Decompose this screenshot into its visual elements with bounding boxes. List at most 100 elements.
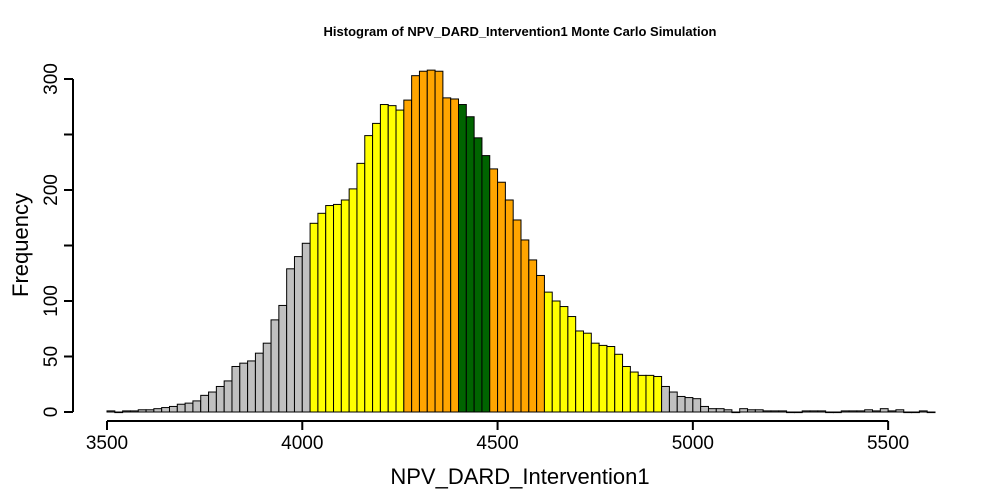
histogram-bar [286, 268, 295, 413]
histogram-bar [106, 410, 116, 413]
histogram-bar [864, 409, 874, 413]
histogram-bar [668, 391, 678, 413]
x-axis: 3500 4000 4500 5000 5500 [86, 420, 909, 454]
histogram-bar [801, 410, 811, 413]
histogram-bar [770, 410, 780, 413]
histogram-bar [184, 402, 194, 413]
bars-group [106, 69, 936, 414]
histogram-bar [918, 410, 928, 413]
histogram-bar [551, 300, 561, 413]
y-tick-label: 0 [41, 407, 62, 418]
histogram-bar [629, 371, 639, 413]
histogram-bar [317, 212, 327, 413]
histogram-bar [567, 316, 577, 413]
y-tick-label: 300 [41, 63, 62, 95]
histogram-bar [840, 410, 850, 413]
histogram-bar [348, 188, 358, 413]
histogram-bar [481, 155, 491, 413]
histogram-bar [911, 411, 920, 414]
histogram-bar [747, 409, 756, 413]
histogram-bar [489, 168, 499, 413]
histogram-bar [176, 403, 186, 413]
histogram-bar [856, 410, 866, 413]
histogram-bar [497, 181, 506, 413]
histogram-bar [598, 344, 608, 413]
histogram-bar [239, 362, 249, 413]
chart-title: Histogram of NPV_DARD_Intervention1 Mont… [324, 24, 717, 39]
histogram-bar [270, 319, 280, 413]
histogram-bar [145, 409, 155, 413]
histogram-bar [122, 410, 131, 413]
histogram-bar [333, 203, 342, 413]
histogram-bar [293, 256, 303, 413]
histogram-bar [192, 400, 202, 413]
histogram-bar [622, 365, 631, 413]
x-tick-label: 4500 [476, 433, 518, 454]
y-tick-label: 100 [41, 285, 62, 317]
histogram-bar [637, 374, 647, 413]
histogram-bar [559, 306, 569, 413]
y-axis-label: Frequency [8, 193, 33, 297]
histogram-bar [582, 332, 592, 413]
histogram-bar [395, 109, 405, 413]
histogram-bar [372, 122, 381, 413]
histogram-bar [512, 219, 522, 413]
histogram-bar [832, 411, 842, 414]
histogram-bar [137, 409, 147, 413]
histogram-bar [247, 360, 256, 413]
histogram-bar [379, 104, 389, 413]
histogram-bar [825, 411, 834, 414]
histogram-bar [262, 342, 272, 413]
histogram-bar [434, 70, 444, 413]
histogram-bar [254, 352, 264, 413]
histogram-bar [442, 97, 452, 413]
histogram-bar [895, 409, 905, 413]
histogram-bar [231, 365, 241, 413]
histogram-bar [887, 410, 897, 413]
histogram-bar [731, 411, 741, 414]
histogram-bar [340, 199, 350, 413]
histogram-bar [215, 385, 225, 413]
histogram-bar [301, 242, 311, 413]
histogram-bar [153, 408, 163, 413]
histogram-bar [778, 410, 788, 413]
y-axis: 0 50 100 200 300 [41, 63, 74, 418]
histogram-bar [129, 410, 139, 413]
x-axis-label: NPV_DARD_Intervention1 [390, 464, 649, 489]
histogram-bar [903, 411, 913, 414]
histogram-bar [465, 116, 475, 413]
histogram-bar [926, 411, 936, 414]
histogram-bar [411, 75, 420, 413]
histogram-bar [700, 405, 709, 413]
histogram-bar [848, 410, 858, 413]
histogram-bar [309, 222, 319, 413]
y-tick-label: 200 [41, 174, 62, 206]
histogram-bar [520, 239, 530, 413]
histogram-bar [575, 330, 584, 413]
histogram-bar [528, 259, 538, 413]
histogram-bar [614, 353, 624, 413]
histogram-bar [676, 395, 686, 413]
histogram-bar [762, 410, 772, 413]
histogram-bar [114, 411, 124, 414]
histogram-bar [543, 291, 553, 413]
histogram-bar [200, 394, 210, 413]
histogram-bar [793, 411, 803, 414]
histogram-bar [450, 98, 460, 413]
histogram-bar [161, 407, 170, 413]
histogram-bar [473, 137, 483, 413]
histogram-bar [653, 375, 663, 413]
histogram-bar [692, 398, 702, 413]
histogram-bar [645, 374, 655, 413]
histogram-bar [754, 409, 764, 413]
histogram-bar [536, 274, 545, 413]
histogram-bar [739, 408, 749, 413]
histogram-bar [387, 105, 397, 413]
histogram-bar [418, 70, 428, 413]
histogram-bar [426, 69, 436, 413]
histogram-bar [325, 205, 335, 413]
x-tick-label: 3500 [86, 433, 128, 454]
histogram-bar [723, 409, 733, 413]
